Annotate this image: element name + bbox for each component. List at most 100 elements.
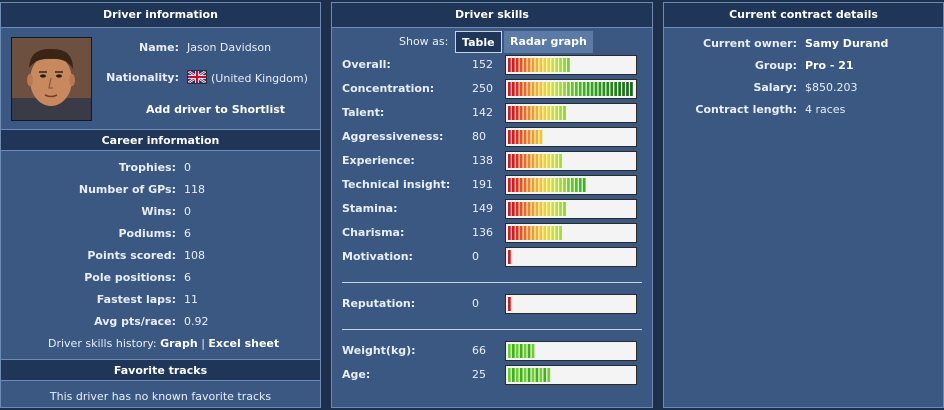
bar-segment xyxy=(563,178,566,192)
excel-sheet-link[interactable]: Excel sheet xyxy=(208,337,280,350)
bar-segment xyxy=(508,130,511,144)
bar-segment xyxy=(547,82,551,96)
graph-link[interactable]: Graph xyxy=(160,337,198,350)
bar-segment xyxy=(578,82,582,96)
bar-segment xyxy=(515,106,519,120)
skill-bar xyxy=(505,247,637,267)
bar-segment xyxy=(574,82,578,96)
wins-label: Wins: xyxy=(141,205,176,218)
bar-segment xyxy=(543,106,547,120)
bar-segment xyxy=(543,58,547,72)
bar-segment xyxy=(543,178,547,192)
radar-graph-button[interactable]: Radar graph xyxy=(504,31,593,53)
skill-label: Experience: xyxy=(342,154,415,167)
skill-label: Weight(kg): xyxy=(342,344,416,357)
bar-segment xyxy=(519,82,523,96)
add-to-shortlist-link[interactable]: Add driver to Shortlist xyxy=(146,103,286,116)
bar-segment xyxy=(582,178,586,192)
bar-segment xyxy=(515,154,519,168)
skills-separator-2 xyxy=(342,329,642,330)
skill-label: Reputation: xyxy=(342,297,416,310)
bar-segment xyxy=(555,202,558,216)
nationality-text: (United Kingdom) xyxy=(211,72,308,85)
bar-segment xyxy=(539,368,543,382)
bar-segment xyxy=(539,58,543,72)
bar-segment xyxy=(515,344,519,358)
bar-segment xyxy=(543,82,547,96)
skills-history-line: Driver skills history: Graph | Excel she… xyxy=(48,337,279,350)
driver-skills-panel: Driver skills Show as: Table Radar graph… xyxy=(331,2,653,408)
fastest-laps-label: Fastest laps: xyxy=(96,293,176,306)
bar-segment xyxy=(582,82,586,96)
group-value: Pro - 21 xyxy=(805,59,854,72)
bar-segment xyxy=(555,82,558,96)
bar-segment xyxy=(527,226,531,240)
bar-segment xyxy=(559,154,562,168)
skill-label: Aggressiveness: xyxy=(342,130,444,143)
bar-segment xyxy=(539,106,543,120)
skill-bar-segments xyxy=(508,202,566,216)
skill-value: 136 xyxy=(472,226,493,239)
bar-segment xyxy=(527,202,531,216)
bar-segment xyxy=(535,130,539,144)
skill-bar xyxy=(505,103,637,123)
trophies-value: 0 xyxy=(184,161,191,174)
bar-segment xyxy=(563,202,566,216)
bar-segment xyxy=(547,202,551,216)
bar-segment xyxy=(531,154,535,168)
table-view-button[interactable]: Table xyxy=(455,31,502,53)
bar-segment xyxy=(515,202,519,216)
contract-length-value: 4 races xyxy=(805,103,846,116)
bar-segment xyxy=(511,368,515,382)
bar-segment xyxy=(519,368,523,382)
bar-segment xyxy=(531,368,535,382)
bar-segment xyxy=(539,82,543,96)
bar-segment xyxy=(523,226,527,240)
bar-segment xyxy=(559,178,562,192)
skill-bar xyxy=(505,79,637,99)
bar-segment xyxy=(622,82,625,96)
bar-segment xyxy=(508,250,511,264)
contract-details-header: Current contract details xyxy=(664,3,943,28)
bar-segment xyxy=(630,82,633,96)
driver-face-image xyxy=(12,38,91,120)
salary-value: $850.203 xyxy=(805,81,858,94)
bar-segment xyxy=(551,226,555,240)
bar-segment xyxy=(543,202,547,216)
skill-bar-segments xyxy=(508,130,543,144)
fastest-laps-value: 11 xyxy=(184,293,198,306)
bar-segment xyxy=(578,178,582,192)
skill-bar-segments xyxy=(508,297,511,311)
bar-segment xyxy=(559,82,562,96)
bar-segment xyxy=(508,344,511,358)
bar-segment xyxy=(531,226,535,240)
skill-value: 0 xyxy=(472,297,479,310)
poles-value: 6 xyxy=(184,271,191,284)
points-value: 108 xyxy=(184,249,205,262)
skill-label: Technical insight: xyxy=(342,178,451,191)
bar-segment xyxy=(527,106,531,120)
bar-segment xyxy=(523,130,527,144)
bar-segment xyxy=(519,344,523,358)
skill-label: Charisma: xyxy=(342,226,405,239)
skill-value: 0 xyxy=(472,250,479,263)
driver-information-header: Driver information xyxy=(1,3,320,28)
skill-bar xyxy=(505,199,637,219)
bar-segment xyxy=(598,82,602,96)
skill-bar xyxy=(505,151,637,171)
skill-label: Overall: xyxy=(342,58,391,71)
bar-segment xyxy=(626,82,629,96)
bar-segment xyxy=(531,58,535,72)
skills-separator-1 xyxy=(342,282,642,283)
bar-segment xyxy=(508,226,511,240)
bar-segment xyxy=(523,202,527,216)
bar-segment xyxy=(519,178,523,192)
skill-bar-segments xyxy=(508,226,562,240)
bar-segment xyxy=(571,82,574,96)
contract-details-panel: Current contract details Current owner: … xyxy=(663,2,944,408)
bar-segment xyxy=(531,178,535,192)
bar-segment xyxy=(531,202,535,216)
skill-value: 80 xyxy=(472,130,486,143)
bar-segment xyxy=(511,178,515,192)
podiums-value: 6 xyxy=(184,227,191,240)
